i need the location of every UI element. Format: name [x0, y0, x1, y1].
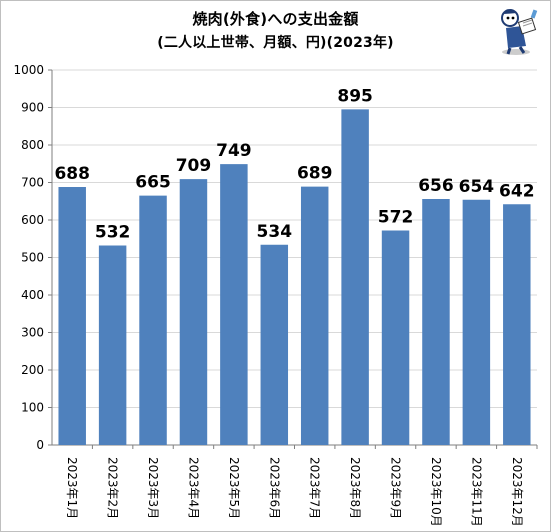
mascot-icon: [501, 9, 538, 55]
chart-subtitle: (二人以上世帯、月額、円)(2023年): [157, 35, 394, 51]
y-tick-label: 500: [21, 251, 44, 265]
data-label: 656: [418, 176, 454, 196]
data-label: 665: [135, 173, 171, 193]
y-tick-label: 1000: [13, 63, 44, 77]
y-tick-label: 700: [21, 176, 44, 190]
x-tick-label: 2023年12月: [510, 457, 524, 527]
x-tick-label: 2023年3月: [146, 457, 160, 519]
bar: [341, 109, 369, 445]
data-label: 749: [216, 141, 252, 161]
bar: [422, 199, 450, 445]
y-tick-label: 200: [21, 363, 44, 377]
y-tick-label: 0: [36, 438, 44, 452]
data-label: 654: [459, 177, 495, 197]
y-tick-label: 900: [21, 101, 44, 115]
y-tick-label: 600: [21, 213, 44, 227]
x-tick-label: 2023年2月: [106, 457, 120, 519]
data-label: 895: [337, 86, 373, 106]
data-label: 572: [378, 208, 414, 228]
y-tick-label: 400: [21, 288, 44, 302]
x-tick-label: 2023年5月: [227, 457, 241, 519]
bar: [503, 204, 531, 445]
y-tick-label: 800: [21, 138, 44, 152]
bar: [300, 186, 329, 445]
bar: [260, 244, 289, 445]
bar: [58, 187, 86, 445]
data-label: 534: [257, 222, 293, 242]
y-tick-label: 100: [21, 401, 44, 415]
bar: [139, 195, 167, 445]
x-tick-label: 2023年7月: [308, 457, 322, 519]
bar: [220, 164, 248, 445]
bar: [98, 245, 127, 445]
bar: [179, 179, 208, 445]
bar: [462, 199, 491, 445]
x-tick-label: 2023年4月: [186, 457, 200, 519]
data-label: 688: [54, 164, 90, 184]
data-label: 642: [499, 181, 535, 201]
x-tick-label: 2023年10月: [429, 457, 443, 527]
x-tick-label: 2023年9月: [389, 457, 403, 519]
x-tick-label: 2023年1月: [65, 457, 79, 519]
data-label: 532: [95, 223, 131, 243]
data-label: 689: [297, 164, 333, 184]
x-tick-label: 2023年6月: [267, 457, 281, 519]
x-tick-label: 2023年11月: [469, 457, 483, 527]
bar: [381, 230, 410, 445]
data-label: 709: [176, 156, 212, 176]
chart-title: 焼肉(外食)への支出金額: [192, 10, 359, 28]
x-tick-label: 2023年8月: [348, 457, 362, 519]
y-tick-label: 300: [21, 326, 44, 340]
